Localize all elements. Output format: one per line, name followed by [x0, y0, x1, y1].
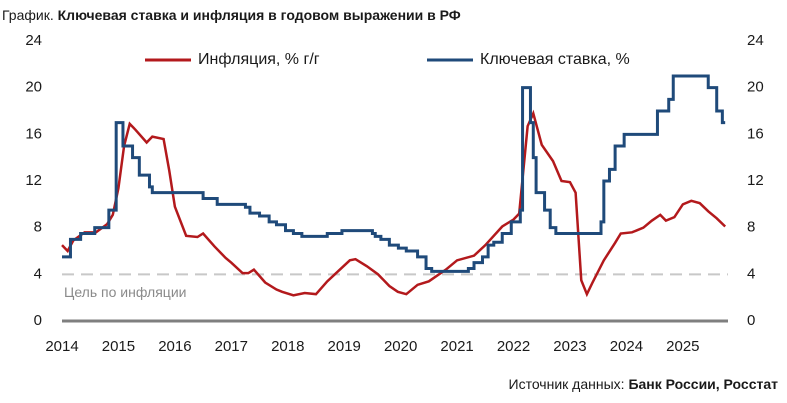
x-tick-label: 2014 [45, 338, 78, 355]
series-line [61, 109, 727, 298]
y-tick-label: 8 [34, 219, 42, 236]
x-tick-label: 2022 [497, 338, 530, 355]
title-prefix: График. [2, 7, 54, 23]
x-tick-label: 2019 [328, 338, 361, 355]
y2-tick-label: 0 [747, 312, 755, 329]
y2-tick-label: 4 [747, 265, 755, 282]
y2-tick-label: 24 [747, 32, 764, 49]
y2-tick-label: 20 [747, 79, 764, 96]
x-tick-label: 2018 [271, 338, 304, 355]
x-tick-label: 2021 [440, 338, 473, 355]
x-tick-label: 2020 [384, 338, 417, 355]
target-label: Цель по инфляции [64, 284, 186, 300]
y-tick-label: 12 [25, 172, 42, 189]
source-prefix: Источник данных: [509, 376, 625, 392]
y-tick-label: 16 [25, 125, 42, 142]
x-tick-label: 2017 [215, 338, 248, 355]
x-tick-label: 2023 [553, 338, 586, 355]
x-tick-label: 2024 [610, 338, 643, 355]
source: Источник данных: Банк России, Росстат [509, 376, 779, 392]
y2-tick-label: 16 [747, 125, 764, 142]
series-line [62, 74, 726, 273]
y-tick-label: 4 [34, 265, 42, 282]
x-tick-label: 2015 [102, 338, 135, 355]
source-text: Банк России, Росстат [628, 376, 778, 392]
title-text: Ключевая ставка и инфляция в годовом выр… [58, 7, 461, 23]
title: График. Ключевая ставка и инфляция в год… [2, 7, 461, 23]
y-tick-label: 0 [34, 312, 42, 329]
y2-tick-label: 8 [747, 219, 755, 236]
legend-label: Ключевая ставка, % [480, 51, 630, 68]
y2-tick-label: 12 [747, 172, 764, 189]
x-tick-label: 2025 [666, 338, 699, 355]
legend-label: Инфляция, % г/г [198, 51, 320, 68]
x-tick-label: 2016 [158, 338, 191, 355]
y-tick-label: 20 [25, 79, 42, 96]
y-tick-label: 24 [25, 32, 42, 49]
